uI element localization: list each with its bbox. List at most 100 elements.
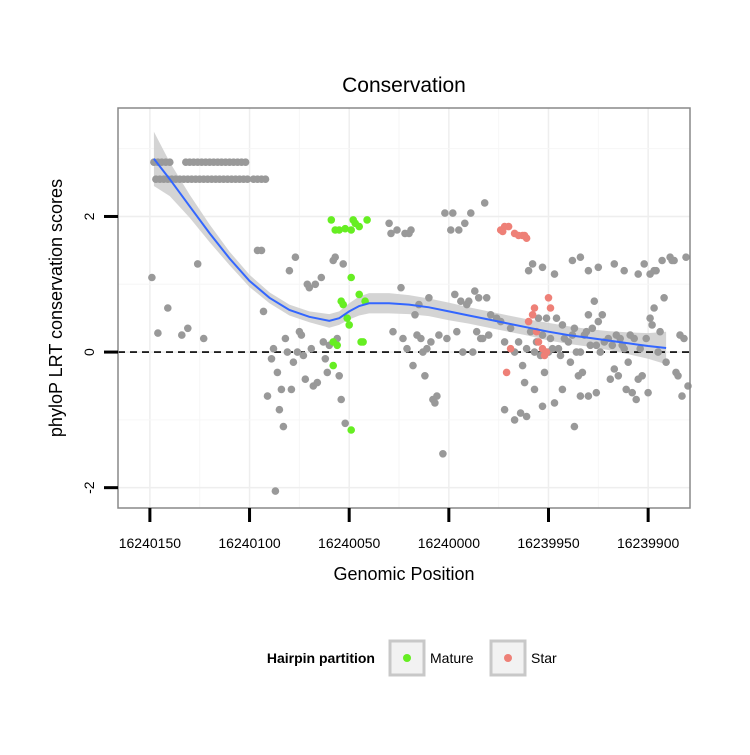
x-axis-label: Genomic Position [333, 564, 474, 584]
data-point-star [502, 368, 511, 377]
data-point-other [656, 327, 664, 336]
data-point-other [640, 260, 648, 268]
data-point-other [616, 334, 624, 343]
data-point-other [594, 263, 603, 272]
data-point-other [550, 399, 559, 407]
data-point-other [455, 226, 463, 234]
axes-layer: 16240150 16240100 16240050 16240000 16239950… [81, 212, 680, 551]
data-point-other [484, 331, 493, 339]
data-point-mature [347, 426, 356, 434]
data-point-other [570, 422, 579, 431]
data-point-other [453, 327, 461, 336]
data-point-other [564, 338, 573, 346]
x-tick-label: 16240150 [119, 535, 182, 551]
data-point-other [530, 348, 539, 356]
data-point-other [540, 368, 549, 377]
data-point-other [522, 412, 531, 421]
data-point-other [538, 331, 547, 339]
data-point-mature [333, 341, 342, 350]
data-point-other [500, 405, 509, 414]
data-point-other [592, 388, 601, 397]
data-point-other [281, 334, 290, 343]
data-point-other [598, 311, 607, 319]
x-tick-label: 16239950 [517, 535, 580, 551]
data-point-other [184, 324, 192, 333]
data-point-star [506, 344, 515, 353]
data-point-other [670, 256, 678, 265]
data-point-other [267, 355, 276, 363]
data-point-other [449, 209, 457, 217]
data-point-mature [359, 338, 367, 346]
y-tick-label: 0 [81, 348, 97, 356]
data-point-other [530, 385, 539, 394]
data-point-other [550, 270, 559, 278]
x-tick-label: 16240000 [418, 535, 481, 551]
data-point-mature [343, 314, 352, 323]
data-point-star [504, 222, 513, 231]
data-point-other [660, 294, 668, 302]
data-point-other [261, 175, 270, 183]
data-point-other [642, 334, 650, 343]
data-point-other [638, 372, 646, 380]
legend-item-mature: Mature [388, 639, 474, 677]
data-point-other [199, 334, 208, 343]
data-point-other [243, 175, 252, 183]
data-point-other [459, 348, 467, 356]
data-point-other [648, 321, 656, 329]
legend-item-star: Star [489, 639, 557, 677]
data-point-other [433, 392, 441, 400]
data-point-other [646, 314, 654, 323]
data-point-other [257, 246, 266, 255]
data-point-other [297, 331, 306, 339]
data-point-other [148, 273, 156, 282]
data-point-other [586, 341, 595, 350]
data-point-other [592, 341, 601, 350]
data-point-other [608, 341, 617, 350]
data-point-other [285, 266, 294, 275]
data-point-other [397, 283, 405, 292]
data-point-other [311, 280, 320, 289]
data-point-other [461, 219, 469, 228]
data-point-other [259, 307, 268, 316]
data-point-other [241, 158, 250, 166]
data-point-other [467, 209, 475, 217]
data-point-other [674, 372, 682, 380]
data-point-other [558, 385, 567, 394]
data-point-other [193, 260, 202, 268]
data-point-other [584, 311, 593, 319]
data-point-star [542, 348, 551, 356]
data-point-other [319, 338, 328, 346]
data-point-other [578, 368, 587, 377]
data-point-other [514, 338, 523, 346]
data-point-other [510, 416, 519, 424]
data-point-other [275, 405, 284, 414]
data-point-other [630, 334, 638, 343]
legend-swatch-mature [403, 654, 411, 662]
data-point-other [441, 209, 449, 217]
data-point-other [409, 361, 417, 370]
data-point-other [552, 314, 561, 323]
data-point-other [620, 344, 628, 353]
data-point-other [528, 260, 537, 268]
data-point-other [620, 266, 628, 275]
data-point-other [323, 368, 332, 377]
data-point-other [291, 253, 300, 261]
y-axis-label: phyloP LRT conservation scores [46, 179, 66, 437]
data-point-other [518, 361, 527, 370]
legend: Hairpin partition Mature Star [267, 639, 557, 677]
data-point-other [606, 375, 615, 384]
data-point-other [387, 229, 395, 238]
data-point-other [289, 358, 298, 367]
data-point-other [443, 334, 451, 343]
data-point-other [628, 388, 636, 397]
data-point-mature [347, 226, 356, 234]
data-point-other [478, 334, 487, 343]
data-point-other [273, 368, 282, 377]
data-point-star [534, 338, 543, 346]
data-point-other [313, 378, 322, 387]
data-point-other [393, 226, 401, 234]
data-point-other [474, 294, 483, 302]
data-point-mature [339, 300, 348, 309]
data-point-other [556, 351, 565, 360]
